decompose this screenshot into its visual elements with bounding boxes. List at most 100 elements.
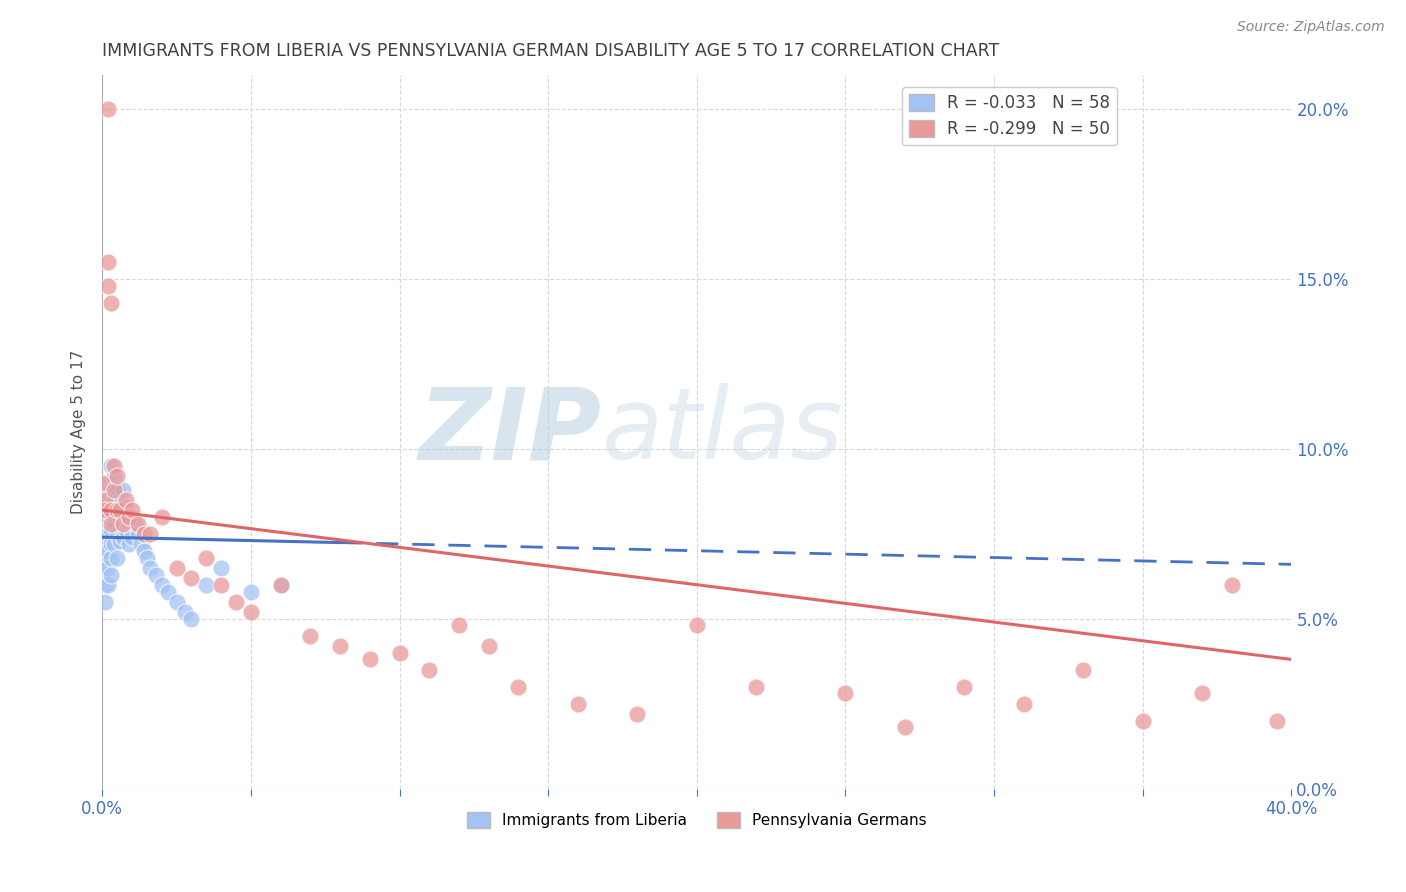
Point bbox=[94, 578, 117, 592]
Point bbox=[94, 526, 117, 541]
Point bbox=[1220, 578, 1243, 592]
Point bbox=[100, 537, 122, 551]
Point bbox=[97, 278, 120, 293]
Point bbox=[686, 618, 709, 632]
Point bbox=[94, 503, 117, 517]
Point bbox=[108, 492, 131, 507]
Point bbox=[195, 550, 218, 565]
Point bbox=[508, 680, 530, 694]
Point bbox=[103, 483, 125, 497]
Point bbox=[209, 560, 232, 574]
Point bbox=[953, 680, 976, 694]
Point bbox=[150, 509, 173, 524]
Text: ZIP: ZIP bbox=[419, 384, 602, 481]
Point bbox=[118, 516, 141, 531]
Text: atlas: atlas bbox=[602, 384, 844, 481]
Point bbox=[97, 509, 120, 524]
Point bbox=[91, 560, 114, 574]
Point bbox=[127, 526, 149, 541]
Point bbox=[100, 524, 122, 538]
Point bbox=[105, 550, 128, 565]
Point bbox=[97, 543, 120, 558]
Point bbox=[105, 526, 128, 541]
Point bbox=[195, 578, 218, 592]
Point bbox=[115, 524, 138, 538]
Point bbox=[359, 652, 381, 666]
Point bbox=[127, 516, 149, 531]
Point bbox=[145, 567, 167, 582]
Point bbox=[91, 475, 114, 490]
Point bbox=[745, 680, 768, 694]
Point bbox=[97, 255, 120, 269]
Point bbox=[447, 618, 470, 632]
Point bbox=[129, 537, 152, 551]
Legend: Immigrants from Liberia, Pennsylvania Germans: Immigrants from Liberia, Pennsylvania Ge… bbox=[461, 806, 934, 834]
Point bbox=[139, 526, 162, 541]
Point bbox=[118, 509, 141, 524]
Point bbox=[1191, 686, 1213, 700]
Point bbox=[329, 639, 352, 653]
Point bbox=[105, 483, 128, 497]
Point bbox=[115, 492, 138, 507]
Point bbox=[103, 469, 125, 483]
Point bbox=[166, 560, 188, 574]
Point bbox=[91, 543, 114, 558]
Point bbox=[105, 469, 128, 483]
Point bbox=[111, 509, 134, 524]
Point bbox=[100, 458, 122, 473]
Point bbox=[100, 503, 122, 517]
Point bbox=[1132, 714, 1154, 728]
Point bbox=[111, 516, 134, 531]
Point bbox=[1012, 697, 1035, 711]
Point bbox=[239, 605, 262, 619]
Point bbox=[97, 526, 120, 541]
Point bbox=[124, 516, 146, 531]
Point bbox=[132, 543, 155, 558]
Point bbox=[94, 537, 117, 551]
Point bbox=[834, 686, 856, 700]
Point bbox=[1265, 714, 1288, 728]
Point bbox=[139, 560, 162, 574]
Point bbox=[388, 646, 411, 660]
Point bbox=[94, 503, 117, 517]
Point bbox=[121, 509, 143, 524]
Point bbox=[100, 295, 122, 310]
Point bbox=[150, 578, 173, 592]
Point bbox=[270, 578, 292, 592]
Point bbox=[94, 492, 117, 507]
Point bbox=[103, 537, 125, 551]
Point bbox=[180, 571, 202, 585]
Point bbox=[270, 578, 292, 592]
Point bbox=[105, 503, 128, 517]
Point bbox=[239, 584, 262, 599]
Point bbox=[626, 706, 648, 721]
Point bbox=[111, 483, 134, 497]
Point bbox=[111, 530, 134, 544]
Point bbox=[97, 578, 120, 592]
Point bbox=[97, 560, 120, 574]
Point bbox=[97, 102, 120, 116]
Y-axis label: Disability Age 5 to 17: Disability Age 5 to 17 bbox=[72, 350, 86, 514]
Point bbox=[97, 475, 120, 490]
Point bbox=[894, 720, 917, 734]
Point bbox=[108, 503, 131, 517]
Point bbox=[478, 639, 501, 653]
Point bbox=[118, 537, 141, 551]
Point bbox=[100, 550, 122, 565]
Point bbox=[103, 492, 125, 507]
Point bbox=[567, 697, 589, 711]
Point bbox=[135, 550, 157, 565]
Point bbox=[100, 516, 122, 531]
Point bbox=[103, 458, 125, 473]
Point bbox=[115, 500, 138, 514]
Point bbox=[94, 595, 117, 609]
Point bbox=[225, 595, 247, 609]
Text: IMMIGRANTS FROM LIBERIA VS PENNSYLVANIA GERMAN DISABILITY AGE 5 TO 17 CORRELATIO: IMMIGRANTS FROM LIBERIA VS PENNSYLVANIA … bbox=[103, 42, 1000, 60]
Point bbox=[121, 503, 143, 517]
Point bbox=[1073, 663, 1095, 677]
Point bbox=[100, 503, 122, 517]
Point bbox=[132, 526, 155, 541]
Point bbox=[166, 595, 188, 609]
Point bbox=[94, 550, 117, 565]
Point bbox=[174, 605, 197, 619]
